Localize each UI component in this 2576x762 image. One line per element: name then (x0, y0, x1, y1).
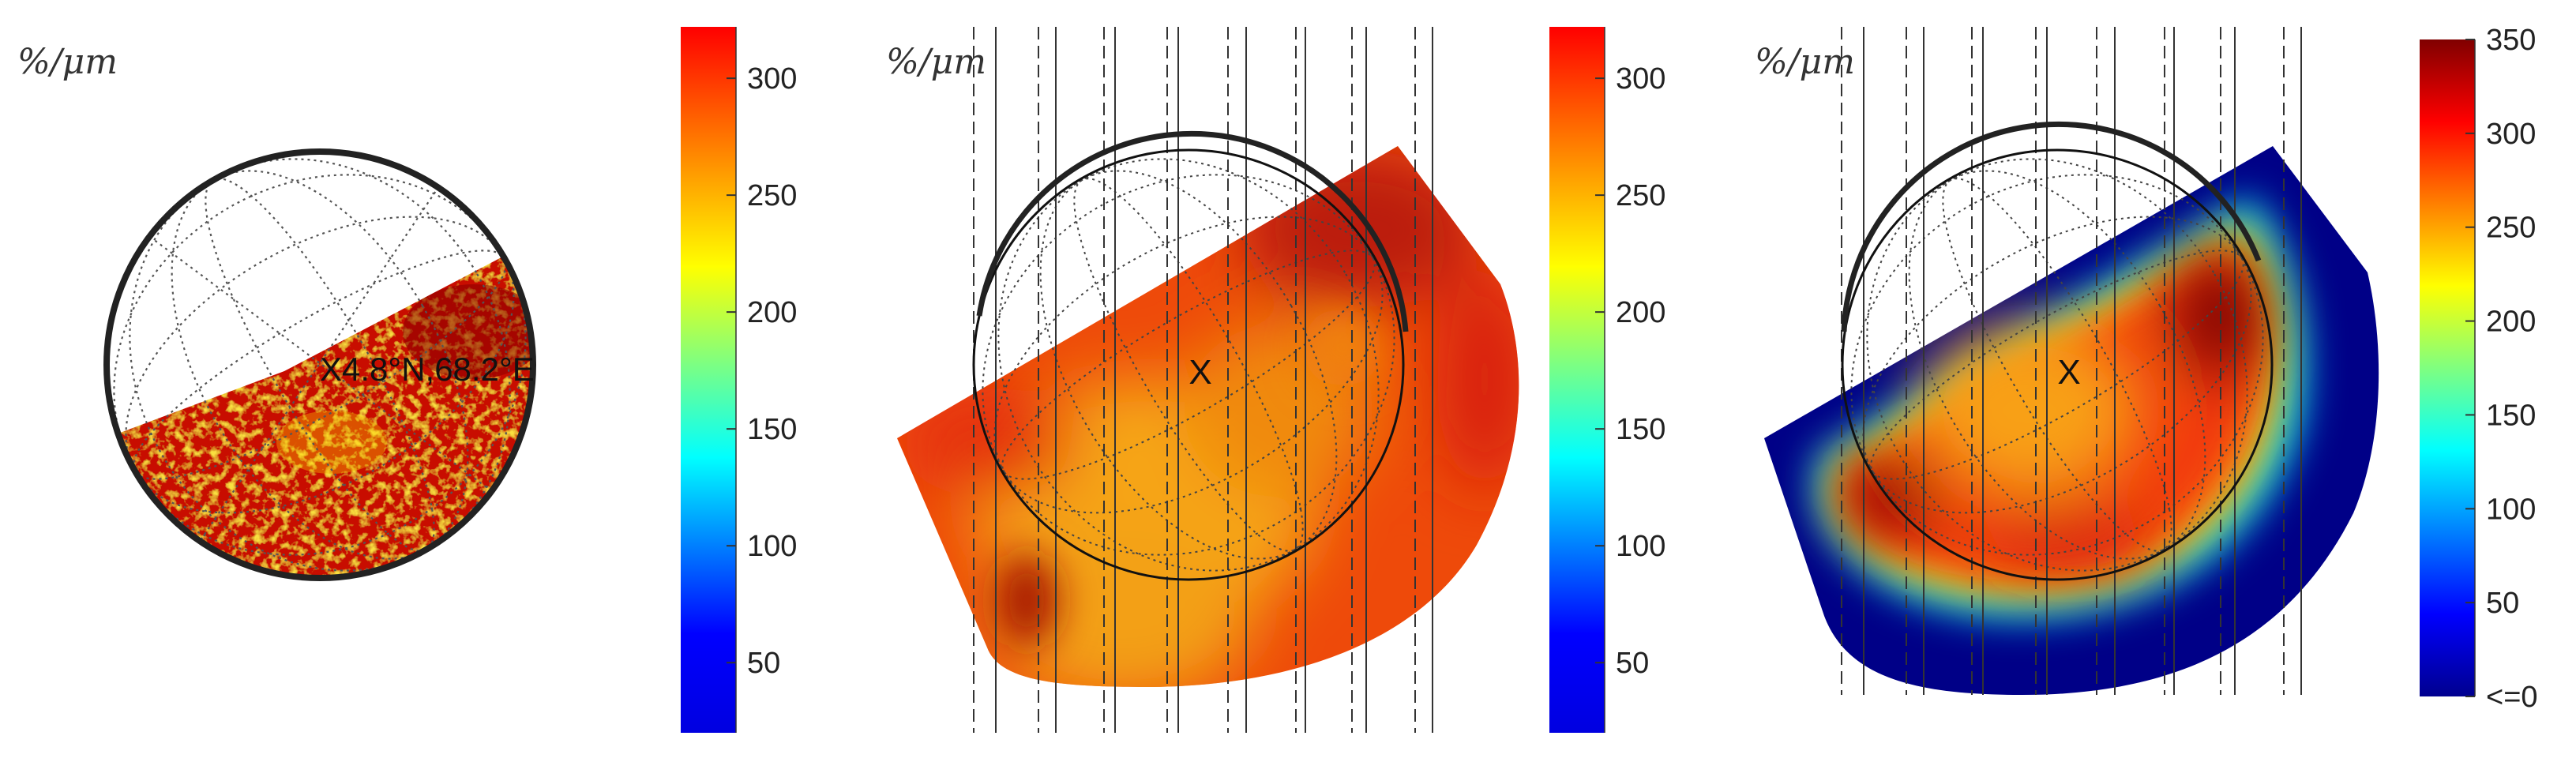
limb-outline-3 (1841, 148, 2274, 581)
center-marker-3: X (2057, 353, 2080, 392)
colorbar-3-tick-label: <=0 (2486, 681, 2538, 714)
center-marker-2: X (1188, 353, 1211, 392)
location-label: X4.8°N,68.2°E (320, 351, 535, 388)
colorbar-1-gradient (681, 27, 736, 733)
colorbar-3-tick-label: 100 (2486, 493, 2536, 526)
unit-label-1: %/μm (17, 42, 118, 82)
ratio-map-2 (897, 146, 1519, 687)
colorbar-2-tick-label: 100 (1616, 530, 1665, 563)
colorbar-1-tick-label: 250 (747, 179, 797, 212)
colorbar-2-tick-label: 150 (1616, 413, 1665, 446)
hemisphere-map-1 (103, 148, 536, 581)
unit-label-2: %/μm (886, 42, 986, 82)
colorbar-2-gradient (1549, 27, 1605, 733)
colorbar-3-tick-label: 250 (2486, 212, 2536, 245)
colorbar-2: 50 100 150 200 250 300 (1549, 27, 1665, 733)
colorbar-1: 50 100 150 200 250 300 (681, 27, 797, 733)
colorbar-1-tick-label: 50 (747, 647, 780, 680)
scan-lines-3 (1841, 27, 2302, 695)
colorbar-1-tick-label: 150 (747, 413, 797, 446)
colorbar-3-tick-label: 200 (2486, 306, 2536, 339)
panel-1: %/μm (17, 27, 797, 733)
colorbar-1-tick-label: 200 (747, 296, 797, 329)
colorbar-2-tick-label: 200 (1616, 296, 1665, 329)
colorbar-3-tick-label: 50 (2486, 587, 2519, 620)
colorbar-3-tick-label: 350 (2486, 24, 2536, 57)
limb-outline-2 (972, 148, 1405, 581)
colorbar-2-tick-label: 250 (1616, 179, 1665, 212)
unit-label-3: %/μm (1755, 42, 1855, 82)
colorbar-3-gradient (2420, 39, 2475, 696)
colorbar-3-tick-label: 300 (2486, 118, 2536, 151)
colorbar-1-tick-label: 300 (747, 62, 797, 96)
colorbar-1-tick-label: 100 (747, 530, 797, 563)
colorbar-3-tick-label: 150 (2486, 399, 2536, 432)
limb-outline-1 (103, 148, 536, 581)
panel-2: %/μm X (886, 27, 1665, 733)
colorbar-2-tick-label: 300 (1616, 62, 1665, 96)
colorbar-2-tick-label: 50 (1616, 647, 1649, 680)
panel-3: %/μm (1755, 24, 2538, 714)
colorbar-3: <=0 50 100 150 200 250 300 350 (2420, 24, 2538, 714)
